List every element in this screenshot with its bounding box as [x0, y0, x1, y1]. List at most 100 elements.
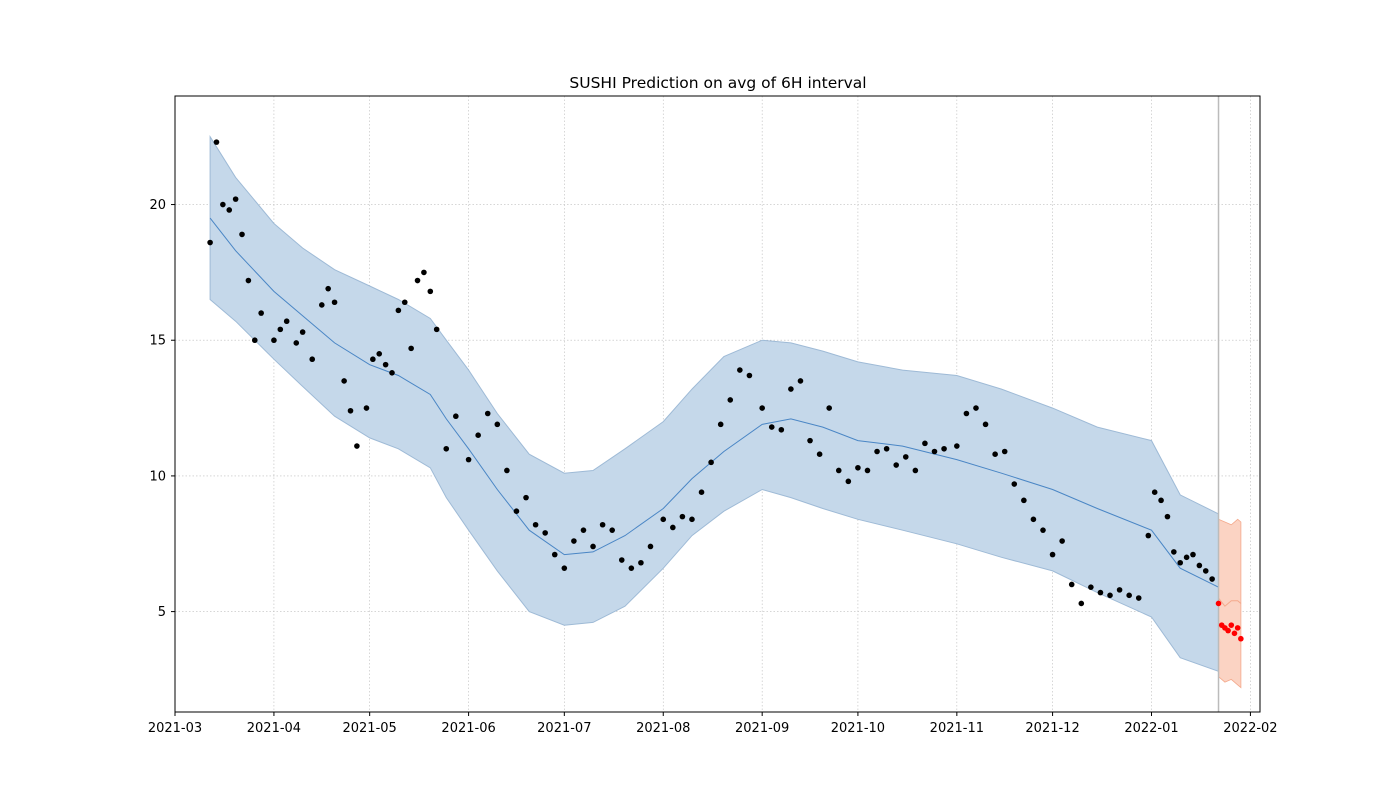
observed-point	[475, 432, 481, 439]
x-tick-label: 2022-01	[1124, 721, 1178, 736]
observed-point	[382, 361, 389, 368]
observed-point	[408, 345, 414, 352]
observed-point	[1196, 562, 1203, 569]
observed-point	[318, 302, 325, 308]
observed-point	[1059, 538, 1065, 544]
observed-point	[414, 277, 421, 284]
x-tick-label: 2021-12	[1025, 721, 1079, 736]
observed-point	[1049, 551, 1056, 558]
observed-point	[992, 451, 998, 458]
observed-point	[1021, 497, 1027, 504]
observed-point	[717, 421, 724, 428]
observed-point	[826, 405, 832, 411]
observed-point	[982, 421, 989, 428]
observed-point	[363, 405, 370, 411]
observed-point	[1209, 576, 1215, 582]
observed-point	[1116, 587, 1123, 593]
actual-future-point	[1231, 630, 1238, 637]
x-tick-label: 2021-07	[537, 721, 591, 736]
observed-point	[427, 288, 434, 295]
observed-point	[232, 196, 239, 202]
observed-point	[922, 440, 928, 447]
observed-point	[1107, 592, 1113, 599]
observed-point	[807, 437, 813, 444]
observed-point	[395, 307, 402, 314]
x-tick-label: 2021-05	[342, 721, 396, 736]
y-tick-label: 15	[149, 334, 166, 349]
actual-future-point	[1225, 627, 1231, 634]
observed-point	[376, 350, 383, 357]
observed-point	[1190, 551, 1196, 558]
observed-point	[271, 337, 277, 344]
observed-point	[1126, 592, 1132, 599]
observed-point	[299, 329, 306, 335]
observed-point	[443, 445, 450, 452]
x-tick-label: 2021-09	[735, 721, 789, 736]
observed-point	[1177, 559, 1184, 566]
observed-point	[797, 378, 804, 384]
observed-point	[1088, 584, 1094, 590]
observed-point	[912, 467, 919, 474]
observed-point	[453, 413, 459, 420]
observed-point	[768, 424, 775, 430]
observed-point	[325, 285, 331, 292]
x-tick-label: 2021-04	[247, 721, 301, 736]
actual-future-point	[1215, 600, 1222, 607]
data-points	[207, 139, 1244, 642]
observed-point	[542, 530, 548, 536]
observed-point	[513, 508, 520, 514]
observed-point	[660, 516, 667, 523]
observed-point	[954, 443, 960, 449]
observed-point	[941, 445, 947, 452]
observed-point	[883, 445, 890, 452]
observed-point	[746, 372, 753, 379]
observed-point	[1040, 527, 1046, 533]
y-tick-label: 20	[149, 198, 166, 213]
x-tick-label: 2022-02	[1223, 721, 1277, 736]
observed-point	[893, 462, 900, 468]
y-axis: 5 10 15 20	[149, 198, 175, 620]
observed-point	[1171, 549, 1177, 555]
observed-point	[1068, 581, 1075, 588]
observed-point	[293, 340, 300, 346]
observed-point	[708, 459, 714, 466]
observed-point	[571, 538, 577, 544]
observed-point	[788, 386, 794, 392]
observed-point	[835, 467, 842, 474]
observed-point	[963, 410, 970, 417]
forecast-line	[209, 217, 1219, 588]
observed-point	[737, 367, 743, 373]
observed-point	[638, 559, 644, 566]
observed-point	[331, 299, 338, 306]
observed-point	[1011, 481, 1018, 487]
chart-title: SUSHI Prediction on avg of 6H interval	[569, 74, 866, 92]
observed-point	[1078, 600, 1085, 607]
observed-point	[207, 239, 213, 246]
observed-point	[1183, 554, 1190, 561]
actual-future-point	[1234, 625, 1241, 631]
prediction-interval	[209, 134, 1242, 689]
observed-point	[855, 464, 861, 471]
observed-point	[679, 513, 686, 520]
observed-point	[561, 565, 568, 571]
observed-point	[874, 448, 880, 455]
observed-point	[251, 337, 258, 344]
observed-point	[609, 527, 615, 533]
observed-point	[433, 326, 440, 333]
observed-point	[759, 405, 765, 411]
x-tick-label: 2021-03	[148, 721, 202, 736]
observed-point	[465, 456, 472, 463]
observed-point	[1164, 513, 1171, 520]
observed-point	[389, 369, 395, 376]
observed-point	[401, 299, 408, 306]
observed-point	[618, 557, 625, 563]
observed-point	[245, 277, 252, 284]
observed-point	[1097, 589, 1104, 596]
observed-point	[931, 448, 938, 455]
observed-point	[902, 454, 909, 460]
x-tick-label: 2021-10	[831, 721, 885, 736]
forecast-interval-band	[209, 134, 1219, 673]
observed-point	[670, 524, 676, 531]
observed-point	[494, 421, 501, 428]
